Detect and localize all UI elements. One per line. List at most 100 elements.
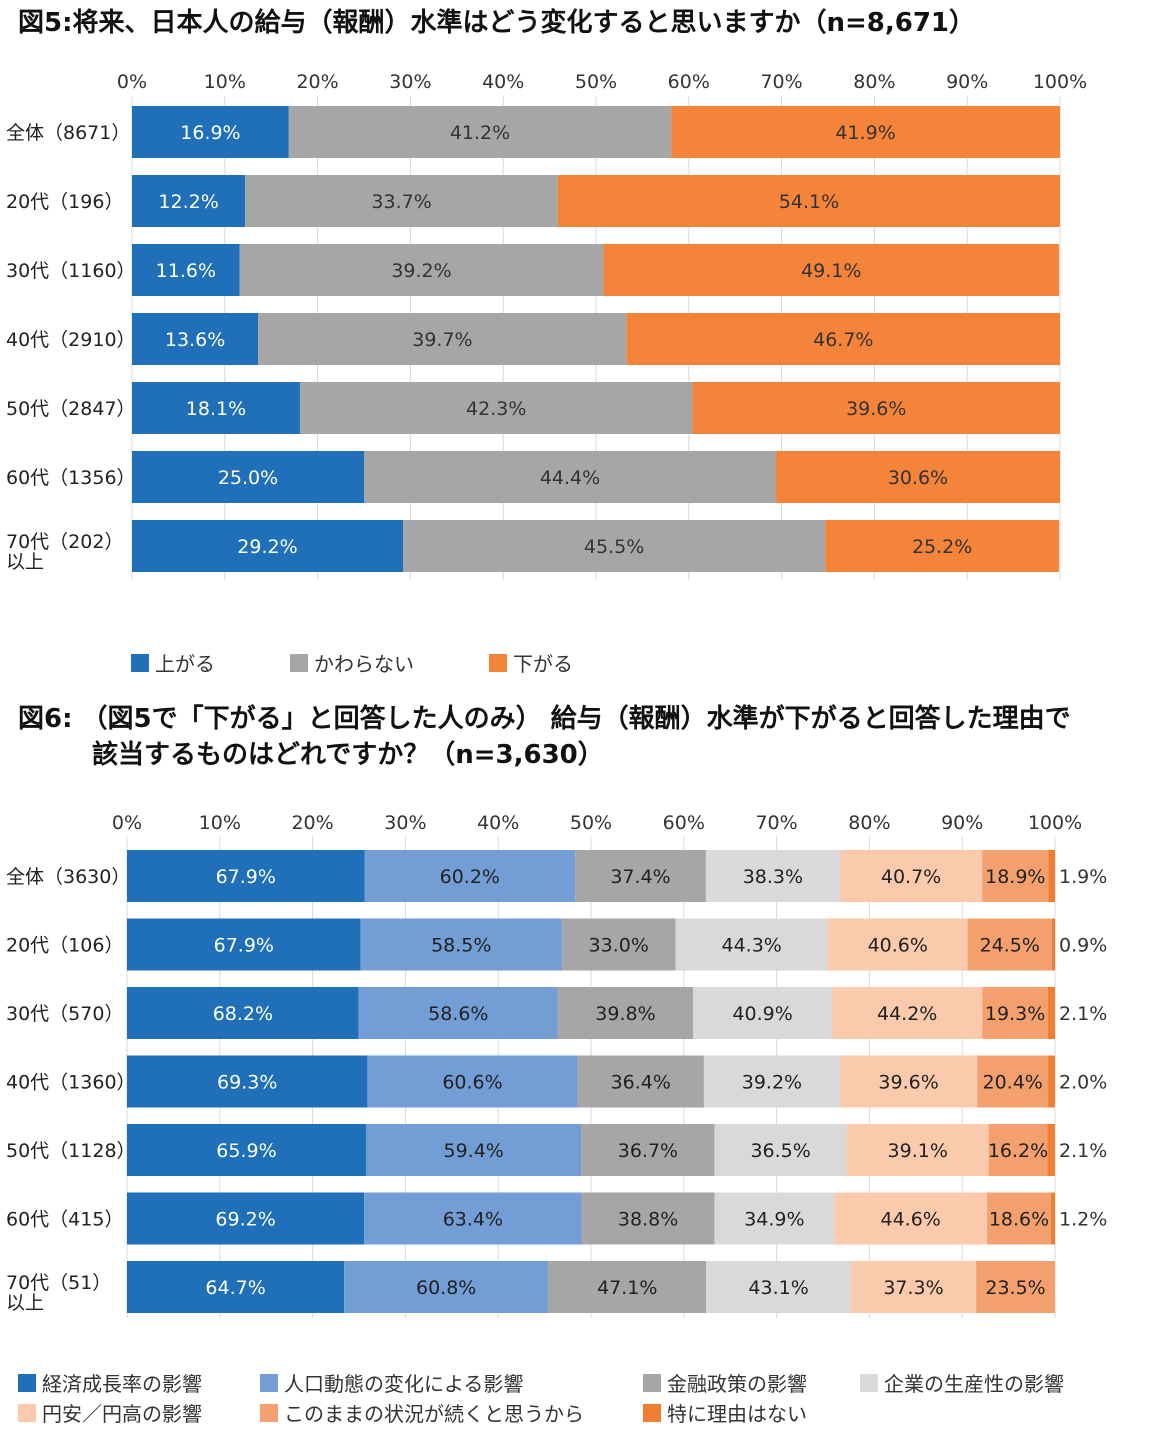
fig6-legend-label: 円安／円高の影響: [42, 1402, 202, 1426]
fig6-bar-segment: [967, 918, 1052, 971]
fig6-bar-segment: [977, 1055, 1049, 1108]
fig5-x-tick-label: 60%: [668, 71, 710, 93]
fig5-category-label-line2: 以上: [6, 551, 44, 573]
fig6-data-label-outside: 1.9%: [1059, 866, 1107, 888]
fig5-data-label: 45.5%: [584, 536, 644, 558]
fig6-data-label: 44.2%: [877, 1003, 937, 1025]
fig6-legend-label: 特に理由はない: [667, 1402, 807, 1426]
fig6-legend-label: 人口動態の変化による影響: [284, 1372, 524, 1396]
fig6-data-label: 37.4%: [610, 866, 670, 888]
fig6-data-label: 18.6%: [989, 1209, 1049, 1231]
fig6-data-label: 38.8%: [618, 1209, 678, 1231]
fig6-data-label: 47.1%: [597, 1277, 657, 1299]
fig6-category-label-line2: 以上: [6, 1292, 44, 1314]
fig5-legend-item: 上がる: [131, 648, 215, 677]
fig6-legend-label: 金融政策の影響: [667, 1372, 807, 1396]
fig5-chart: 0% 10% 20% 30% 40% 50% 60% 70% 80% 90% 100% 全体（8671…: [6, 71, 1087, 580]
fig6-data-label: 44.6%: [880, 1209, 940, 1231]
fig6-category-label: 60代（415）: [6, 1209, 123, 1231]
fig6-bar-segment: [575, 850, 706, 902]
fig5-x-tick-label: 40%: [482, 71, 524, 93]
fig6-x-tick-label: 30%: [384, 812, 426, 834]
fig6-x-tick-label: 50%: [570, 812, 612, 834]
fig6-bar-segment: [367, 1055, 578, 1108]
fig6-data-label: 33.0%: [589, 935, 649, 957]
fig5-data-label: 39.7%: [412, 329, 472, 351]
fig5-bar-segment: [402, 520, 826, 572]
fig6-bar-segment: [675, 918, 828, 971]
fig6-data-label: 23.5%: [985, 1277, 1045, 1299]
fig6-legend: 経済成長率の影響 人口動態の変化による影響 金融政策の影響 企業の生産性の影響 円安／円…: [0, 1360, 1173, 1430]
fig6-data-label: 16.2%: [988, 1140, 1048, 1162]
fig6-bar-segment: [850, 1261, 977, 1313]
fig5-legend: 上がる かわらない 下がる: [0, 640, 1173, 710]
fig6-bar-segment: [358, 987, 558, 1039]
fig6-data-label: 68.2%: [213, 1003, 273, 1025]
fig6-data-label: 18.9%: [985, 866, 1045, 888]
fig6-data-label: 24.5%: [980, 935, 1040, 957]
fig5-data-label: 49.1%: [801, 260, 861, 282]
fig6-category-label: 全体（3630）: [6, 866, 130, 888]
fig5-legend-swatch: [131, 653, 149, 672]
fig6-data-label: 39.2%: [742, 1072, 802, 1094]
fig6-data-label: 44.3%: [722, 935, 782, 957]
fig5-x-tick-label: 0%: [117, 71, 147, 93]
fig6-x-tick-label: 40%: [477, 812, 519, 834]
fig6-bar-segment: [982, 987, 1048, 1039]
fig5-data-label: 42.3%: [466, 398, 526, 420]
fig6-bar-segment: [561, 918, 676, 971]
fig6-legend-swatch: [260, 1373, 278, 1392]
fig6-category-label: 50代（1128）: [6, 1140, 136, 1162]
fig5-data-label: 16.9%: [180, 122, 240, 144]
fig5-data-label: 39.2%: [391, 260, 451, 282]
fig5-data-label: 11.6%: [156, 260, 216, 282]
fig6-bar-segment: [693, 987, 833, 1039]
fig6-data-label-outside: 1.2%: [1059, 1209, 1107, 1231]
fig6-data-label-outside: 0.9%: [1059, 935, 1107, 957]
fig6-data-label: 58.5%: [431, 935, 491, 957]
fig6-data-label: 43.1%: [748, 1277, 808, 1299]
fig6-category-label: 70代（51）: [6, 1272, 111, 1294]
fig5-category-label: 30代（1160）: [6, 260, 136, 282]
fig6-x-tick-label: 100%: [1028, 812, 1082, 834]
fig6-legend-swatch: [18, 1373, 36, 1392]
fig6-title-line2: 該当するものはどれですか？（n=3,630）: [92, 740, 604, 770]
fig6-bar-segment: [714, 1192, 835, 1245]
fig6-bar-segment: [364, 850, 576, 902]
fig5-category-label: 20代（196）: [6, 191, 123, 213]
fig6-data-label: 34.9%: [744, 1209, 804, 1231]
fig5-data-label: 29.2%: [237, 536, 297, 558]
fig6-bar-segment: [705, 850, 840, 902]
fig6-data-label: 39.8%: [595, 1003, 655, 1025]
fig5-category-label: 50代（2847）: [6, 398, 136, 420]
fig6-bar-segment: [988, 1124, 1048, 1176]
fig6-bar-segment: [1048, 1055, 1055, 1108]
fig6-data-label-outside: 2.1%: [1059, 1003, 1107, 1025]
fig6-legend-item: 人口動態の変化による影響: [260, 1368, 523, 1397]
fig5-bar-segment: [132, 244, 240, 296]
fig6-legend-label: 経済成長率の影響: [42, 1372, 202, 1396]
fig6-data-label: 37.3%: [883, 1277, 943, 1299]
fig6-legend-item: 円安／円高の影響: [18, 1398, 202, 1427]
fig6-bar-segment: [839, 850, 983, 902]
fig6-legend-swatch: [643, 1403, 661, 1422]
fig6-bar-segment: [127, 1055, 368, 1108]
fig5-category-label: 40代（2910）: [6, 329, 136, 351]
fig5-legend-label: 下がる: [513, 652, 573, 676]
fig5-bar-segment: [557, 175, 1060, 227]
fig6-bar-segment: [548, 1261, 707, 1313]
fig6-bar-segment: [360, 918, 562, 971]
fig6-bar-segment: [982, 850, 1049, 902]
fig6-data-label: 20.4%: [982, 1072, 1042, 1094]
fig6-bar-segment: [834, 1192, 988, 1245]
fig6-bar-segment: [703, 1055, 840, 1108]
fig5-category-label: 70代（202）: [6, 531, 123, 553]
fig6-x-tick-label: 60%: [663, 812, 705, 834]
fig6-bar-segment: [706, 1261, 851, 1313]
fig5-data-label: 33.7%: [371, 191, 431, 213]
fig5-data-label: 39.6%: [846, 398, 906, 420]
fig5-bar-segment: [776, 451, 1060, 503]
fig5-x-tick-label: 100%: [1033, 71, 1087, 93]
fig5-bar-segment: [692, 382, 1060, 434]
fig5-bar-segment: [626, 313, 1060, 365]
